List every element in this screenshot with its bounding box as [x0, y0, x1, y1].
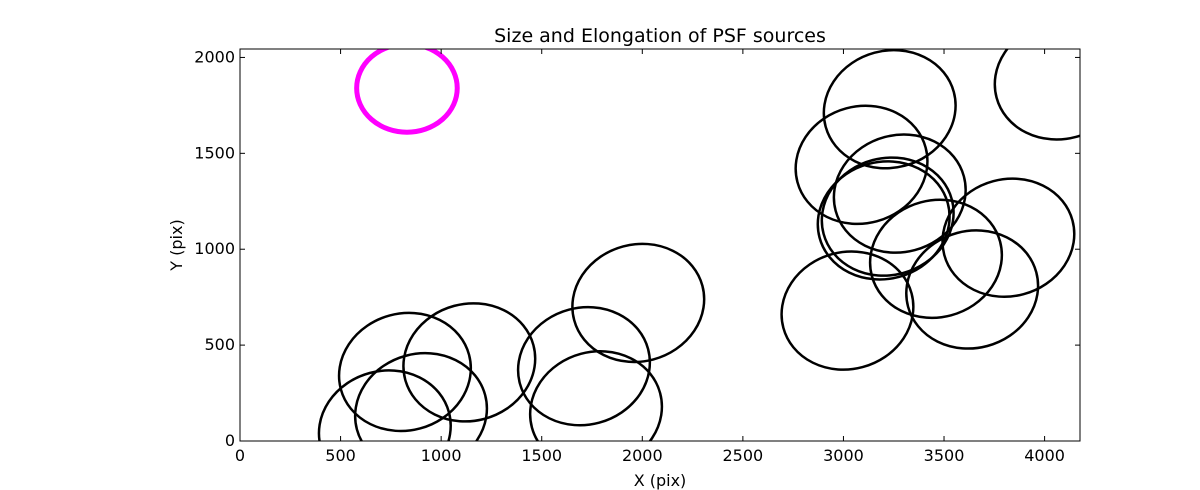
x-axis-label: X (pix)	[634, 471, 687, 490]
y-tick-label: 0	[225, 431, 235, 450]
x-tick-label: 2500	[723, 446, 764, 465]
x-tick-label: 1000	[421, 446, 462, 465]
psf-ellipse	[868, 198, 1004, 320]
x-axis-ticks: 0 500 1000 1500 2000 2500 3000 3500 4000	[235, 49, 1065, 465]
y-tick-label: 1000	[194, 239, 235, 258]
y-axis-ticks: 0 500 1000 1500 2000	[194, 47, 1080, 450]
x-tick-label: 0	[235, 446, 245, 465]
psf-ellipse	[816, 160, 951, 281]
psf-ellipse	[353, 351, 489, 441]
y-axis-label: Y (pix)	[167, 219, 186, 271]
psf-ellipse	[402, 302, 537, 423]
x-tick-label: 3000	[823, 446, 864, 465]
psf-ellipse	[905, 229, 1040, 350]
x-tick-label: 2000	[622, 446, 663, 465]
psf-ellipse	[794, 104, 929, 226]
psf-ellipse	[780, 250, 915, 371]
x-tick-label: 500	[325, 446, 356, 465]
chart-title: Size and Elongation of PSF sources	[494, 25, 826, 47]
y-tick-label: 1500	[194, 143, 235, 162]
psf-ellipse	[822, 49, 957, 170]
plot-frame	[239, 48, 1081, 442]
x-tick-label: 3500	[924, 446, 965, 465]
x-tick-label: 1500	[521, 446, 562, 465]
y-tick-label: 500	[204, 335, 235, 354]
psf-ellipse	[337, 311, 473, 433]
psf-ellipse	[571, 242, 706, 364]
y-tick-label: 2000	[194, 47, 235, 66]
x-tick-label: 4000	[1024, 446, 1065, 465]
psf-ellipse	[516, 305, 652, 427]
ellipse-layer	[317, 49, 1080, 441]
psf-ellipse	[528, 350, 664, 441]
psf-ellipse	[832, 133, 967, 254]
highlighted-psf-ellipse	[354, 49, 460, 135]
psf-ellipse	[941, 177, 1076, 299]
psf-ellipse	[993, 49, 1080, 141]
